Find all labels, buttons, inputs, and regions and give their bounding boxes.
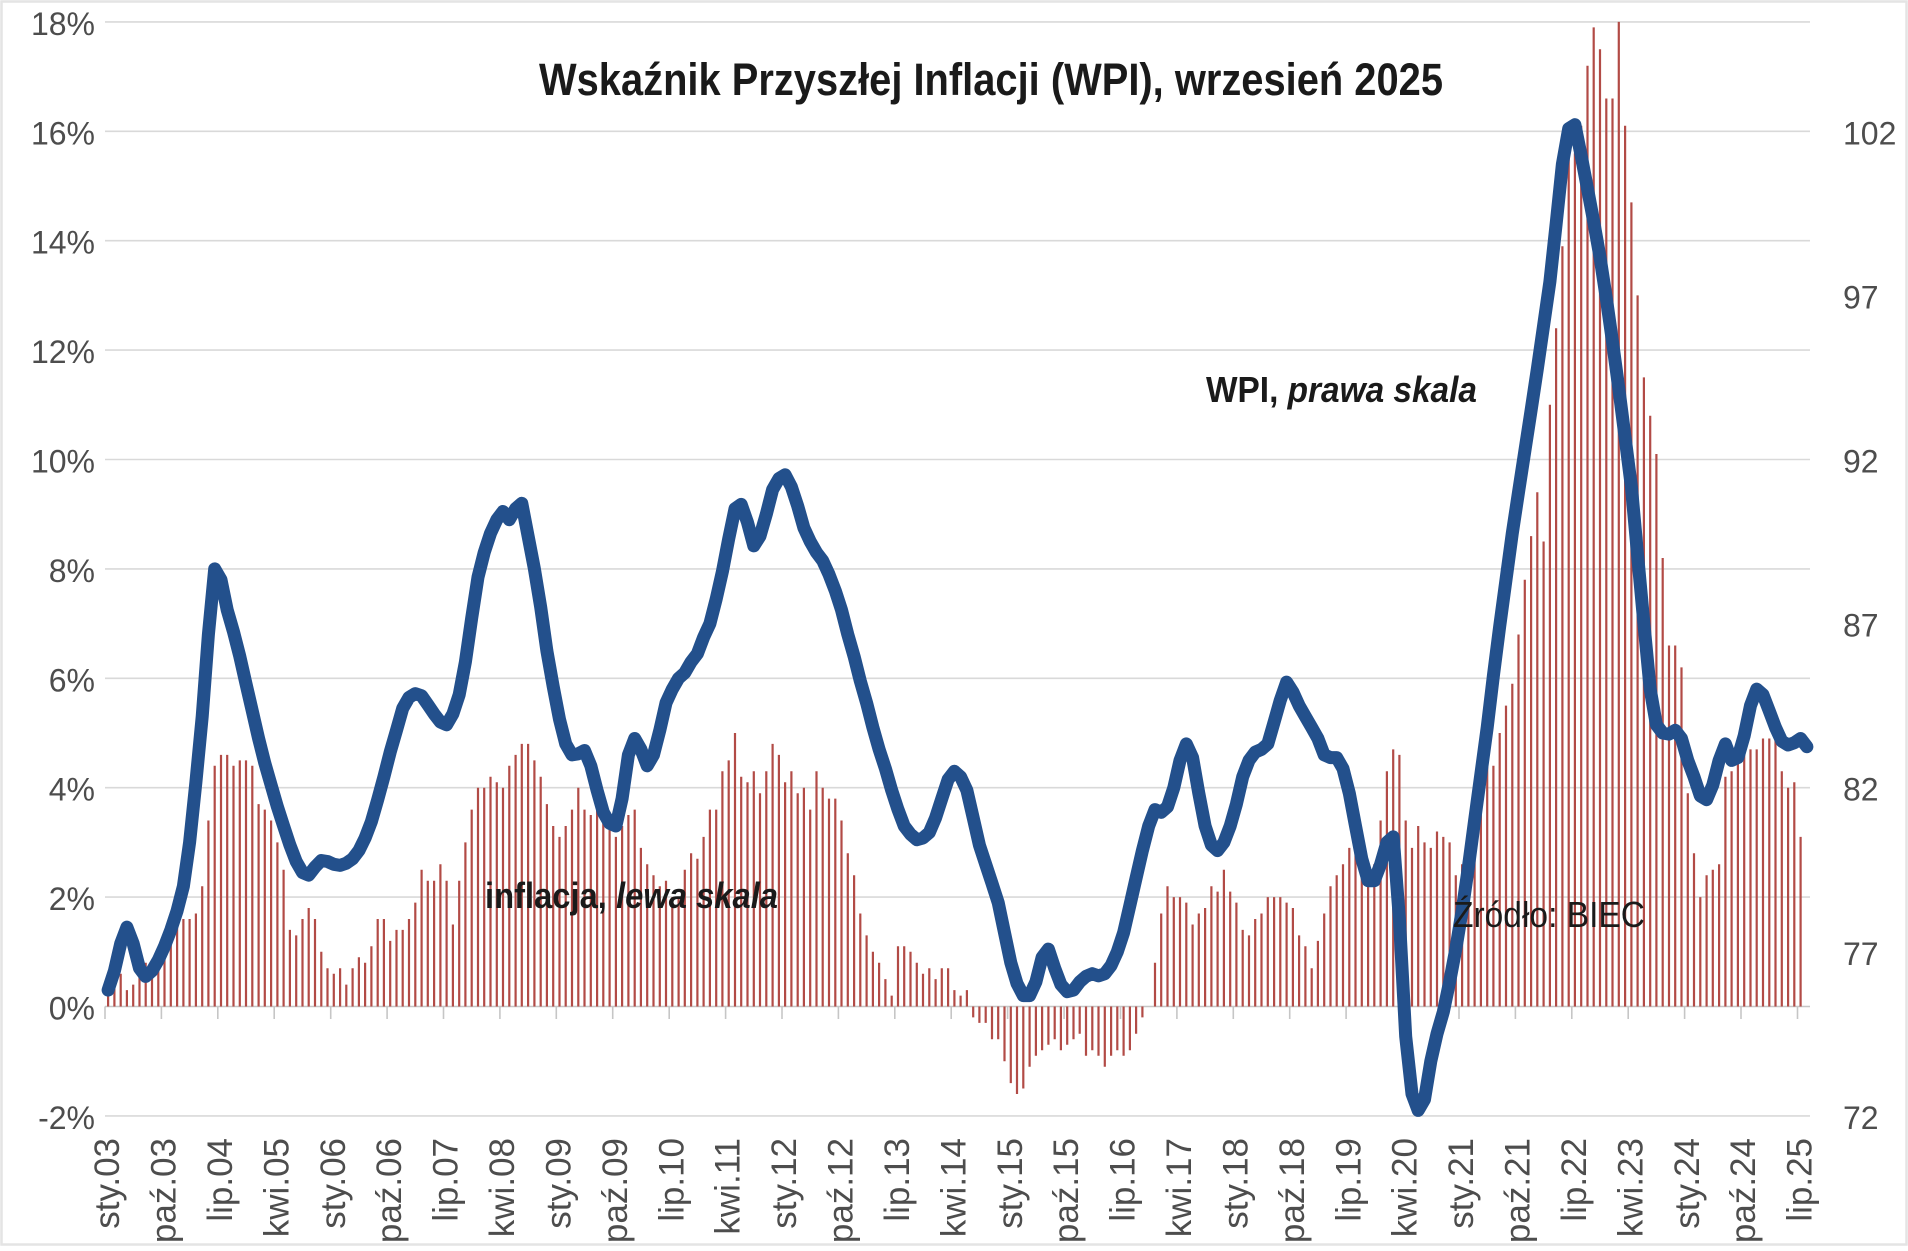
svg-text:6%: 6%: [49, 662, 95, 698]
svg-text:lip.04: lip.04: [201, 1138, 240, 1222]
svg-text:kwi.08: kwi.08: [483, 1138, 522, 1237]
svg-text:14%: 14%: [31, 225, 95, 261]
svg-text:0%: 0%: [49, 991, 95, 1027]
svg-text:paź.15: paź.15: [1047, 1138, 1086, 1243]
svg-text:lip.19: lip.19: [1329, 1138, 1368, 1222]
svg-text:sty.06: sty.06: [314, 1138, 353, 1229]
svg-text:lip.25: lip.25: [1781, 1138, 1820, 1222]
svg-text:kwi.11: kwi.11: [709, 1138, 748, 1235]
svg-text:92: 92: [1843, 444, 1879, 480]
svg-text:sty.03: sty.03: [88, 1138, 127, 1229]
svg-text:sty.12: sty.12: [765, 1138, 804, 1229]
svg-text:sty.21: sty.21: [1442, 1138, 1481, 1229]
svg-text:16%: 16%: [31, 115, 95, 151]
svg-text:kwi.17: kwi.17: [1160, 1138, 1199, 1237]
svg-text:paź.21: paź.21: [1499, 1138, 1538, 1243]
svg-text:paź.24: paź.24: [1724, 1138, 1763, 1243]
svg-text:Wskaźnik Przyszłej Inflacji (W: Wskaźnik Przyszłej Inflacji (WPI), wrzes…: [539, 54, 1443, 105]
svg-text:paź.03: paź.03: [145, 1138, 184, 1243]
svg-text:82: 82: [1843, 772, 1879, 808]
svg-text:lip.13: lip.13: [878, 1138, 917, 1222]
svg-text:8%: 8%: [49, 553, 95, 589]
svg-text:paź.06: paź.06: [370, 1138, 409, 1243]
svg-text:97: 97: [1843, 279, 1879, 315]
svg-text:4%: 4%: [49, 772, 95, 808]
svg-text:12%: 12%: [31, 334, 95, 370]
svg-text:10%: 10%: [31, 444, 95, 480]
svg-text:lip.16: lip.16: [1104, 1138, 1143, 1222]
svg-text:18%: 18%: [31, 6, 95, 42]
svg-text:WPI, prawa skala: WPI, prawa skala: [1206, 369, 1477, 410]
svg-text:paź.18: paź.18: [1273, 1138, 1312, 1243]
svg-text:kwi.05: kwi.05: [257, 1138, 296, 1237]
svg-text:paź.12: paź.12: [822, 1138, 861, 1243]
svg-text:sty.09: sty.09: [540, 1138, 579, 1229]
svg-text:sty.15: sty.15: [991, 1138, 1030, 1229]
svg-text:-2%: -2%: [38, 1100, 95, 1136]
svg-text:lip.10: lip.10: [652, 1138, 691, 1222]
svg-text:paź.09: paź.09: [596, 1138, 635, 1243]
svg-text:kwi.23: kwi.23: [1611, 1138, 1650, 1237]
svg-text:kwi.14: kwi.14: [934, 1138, 973, 1237]
svg-text:inflacja, lewa skala: inflacja, lewa skala: [485, 875, 778, 916]
svg-text:kwi.20: kwi.20: [1386, 1138, 1425, 1237]
svg-text:87: 87: [1843, 608, 1879, 644]
svg-text:sty.18: sty.18: [1216, 1138, 1255, 1229]
svg-text:lip.22: lip.22: [1555, 1138, 1594, 1222]
svg-text:77: 77: [1843, 936, 1879, 972]
svg-text:lip.07: lip.07: [427, 1138, 466, 1222]
svg-text:Źródło: BIEC: Źródło: BIEC: [1453, 894, 1645, 935]
svg-text:2%: 2%: [49, 881, 95, 917]
svg-text:102: 102: [1843, 115, 1896, 151]
svg-text:sty.24: sty.24: [1668, 1138, 1707, 1229]
svg-text:72: 72: [1843, 1100, 1879, 1136]
